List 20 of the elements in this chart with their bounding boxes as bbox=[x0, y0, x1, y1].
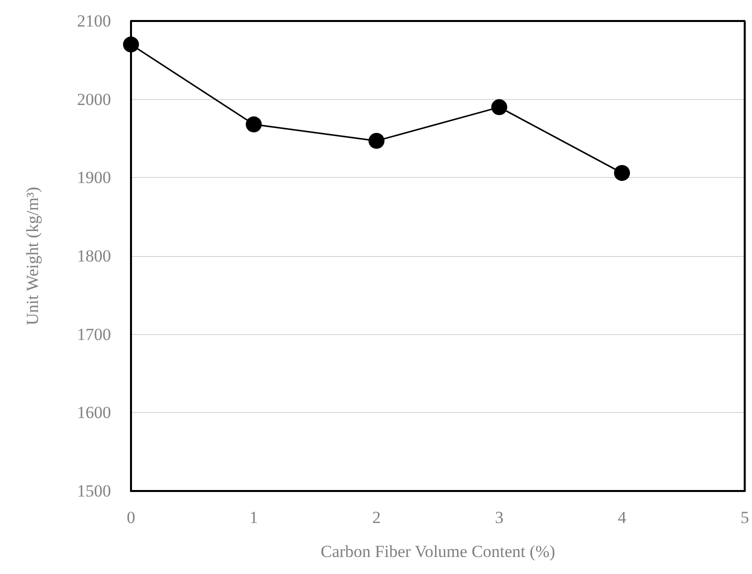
x-tick-label: 1 bbox=[250, 508, 258, 527]
y-tick-label: 1800 bbox=[77, 246, 111, 266]
y-tick-label: 1900 bbox=[77, 168, 111, 188]
y-axis-title: Unit Weight (kg/m³) bbox=[23, 186, 42, 326]
x-tick-label: 5 bbox=[740, 508, 749, 527]
y-tick-label: 2000 bbox=[77, 90, 111, 109]
x-tick-label: 0 bbox=[126, 508, 136, 527]
y-tick-label: 1600 bbox=[77, 403, 111, 422]
point bbox=[491, 99, 508, 116]
point bbox=[246, 116, 262, 132]
y-tick-label: 1500 bbox=[77, 482, 111, 500]
x-tick-label: 4 bbox=[618, 508, 627, 527]
x-tick-label: 3 bbox=[495, 508, 504, 527]
x-axis-title: Carbon Fiber Volume Content (%) bbox=[320, 542, 556, 561]
point bbox=[614, 164, 630, 181]
point bbox=[123, 36, 139, 52]
point bbox=[368, 132, 384, 149]
y-tick-label: 2100 bbox=[77, 12, 111, 30]
x-tick-label: 2 bbox=[372, 508, 381, 527]
y-tick-label: 1700 bbox=[77, 324, 111, 344]
